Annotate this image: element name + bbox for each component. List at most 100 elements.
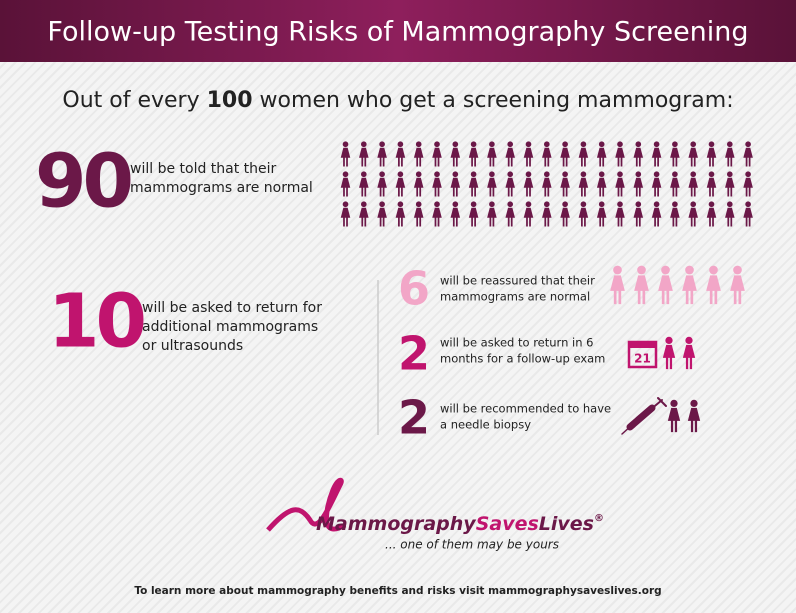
woman-icon bbox=[542, 171, 552, 197]
woman-icon bbox=[505, 201, 515, 227]
outcome-text: will be reassured that their bbox=[440, 274, 595, 288]
woman-icon bbox=[377, 141, 387, 167]
icon-grid bbox=[340, 141, 753, 227]
calendar-date: 21 bbox=[634, 352, 651, 366]
woman-icon bbox=[560, 201, 570, 227]
woman-icon bbox=[633, 201, 644, 227]
icon-row bbox=[610, 265, 745, 305]
woman-icon bbox=[662, 336, 676, 370]
woman-icon bbox=[682, 336, 696, 370]
woman-icon bbox=[725, 141, 735, 167]
woman-icon bbox=[468, 141, 479, 167]
intro: Out of every 100 women who get a screeni… bbox=[62, 88, 733, 113]
woman-icon bbox=[395, 201, 406, 227]
woman-icon bbox=[633, 171, 644, 197]
woman-icon bbox=[596, 201, 607, 227]
woman-icon bbox=[560, 141, 570, 167]
woman-icon bbox=[413, 201, 424, 227]
woman-icon bbox=[596, 141, 607, 167]
stat-text: additional mammograms bbox=[142, 319, 318, 335]
woman-icon bbox=[615, 141, 625, 167]
woman-icon bbox=[523, 201, 534, 227]
woman-icon bbox=[487, 171, 497, 197]
woman-icon bbox=[468, 171, 479, 197]
outcome-text: a needle biopsy bbox=[440, 418, 531, 432]
outcome-text: will be asked to return in 6 bbox=[440, 336, 593, 350]
woman-icon bbox=[523, 171, 534, 197]
woman-icon bbox=[578, 141, 589, 167]
woman-icon bbox=[450, 141, 461, 167]
logo: MammographySavesLives® bbox=[316, 513, 604, 535]
woman-icon bbox=[730, 265, 745, 305]
stat-text: mammograms are normal bbox=[130, 180, 313, 196]
woman-icon bbox=[542, 201, 552, 227]
woman-icon bbox=[688, 141, 698, 167]
calendar-icon: 21 bbox=[627, 340, 658, 369]
woman-icon bbox=[706, 141, 717, 167]
stat-text: or ultrasounds bbox=[142, 338, 243, 354]
woman-icon bbox=[743, 141, 753, 167]
outcome-text: months for a follow-up exam bbox=[440, 352, 605, 366]
woman-icon bbox=[634, 265, 649, 305]
outcome-text: mammograms are normal bbox=[440, 290, 590, 304]
woman-icon bbox=[688, 171, 698, 197]
outcome-number: 2 bbox=[398, 391, 430, 445]
woman-icon bbox=[743, 171, 753, 197]
woman-icon bbox=[706, 171, 717, 197]
woman-icon bbox=[413, 141, 424, 167]
woman-icon bbox=[610, 265, 625, 305]
woman-icon bbox=[542, 141, 552, 167]
woman-icon bbox=[432, 201, 442, 227]
woman-icon bbox=[670, 171, 680, 197]
woman-icon bbox=[615, 201, 625, 227]
ribbon bbox=[266, 477, 347, 532]
woman-icon bbox=[450, 201, 461, 227]
woman-icon bbox=[359, 171, 369, 197]
footer: To learn more about mammography benefits… bbox=[134, 585, 661, 597]
woman-icon bbox=[395, 171, 406, 197]
syringe-icon bbox=[621, 397, 667, 435]
woman-icon bbox=[340, 141, 351, 167]
woman-icon bbox=[651, 141, 662, 167]
woman-icon bbox=[432, 171, 442, 197]
woman-icon bbox=[633, 141, 644, 167]
woman-icon bbox=[725, 171, 735, 197]
woman-icon bbox=[725, 201, 735, 227]
woman-icon bbox=[505, 141, 515, 167]
woman-icon bbox=[667, 399, 681, 433]
woman-icon bbox=[682, 265, 697, 305]
woman-icon bbox=[658, 265, 673, 305]
woman-icon bbox=[377, 201, 387, 227]
woman-icon bbox=[468, 201, 479, 227]
outcome-number: 2 bbox=[398, 327, 430, 381]
outcome-number: 6 bbox=[398, 262, 430, 316]
big-number: 10 bbox=[48, 279, 143, 365]
woman-icon bbox=[505, 171, 515, 197]
woman-icon bbox=[596, 171, 607, 197]
woman-icon bbox=[359, 201, 369, 227]
woman-icon bbox=[450, 171, 461, 197]
woman-icon bbox=[487, 141, 497, 167]
woman-icon bbox=[706, 265, 721, 305]
woman-icon bbox=[413, 171, 424, 197]
woman-icon bbox=[395, 141, 406, 167]
woman-icon bbox=[651, 201, 662, 227]
woman-icon bbox=[523, 141, 534, 167]
woman-icon bbox=[340, 171, 351, 197]
outcome-text: will be recommended to have bbox=[440, 402, 611, 416]
woman-icon bbox=[578, 171, 589, 197]
woman-icon bbox=[340, 201, 351, 227]
woman-icon bbox=[377, 171, 387, 197]
big-number: 90 bbox=[35, 139, 130, 225]
header-bar bbox=[0, 0, 796, 62]
woman-icon bbox=[688, 201, 698, 227]
woman-icon bbox=[560, 171, 570, 197]
woman-icon bbox=[651, 171, 662, 197]
woman-icon bbox=[432, 141, 442, 167]
stat-text: will be asked to return for bbox=[142, 300, 322, 316]
woman-icon bbox=[359, 141, 369, 167]
woman-icon bbox=[578, 201, 589, 227]
title: Follow-up Testing Risks of Mammography S… bbox=[47, 17, 748, 48]
